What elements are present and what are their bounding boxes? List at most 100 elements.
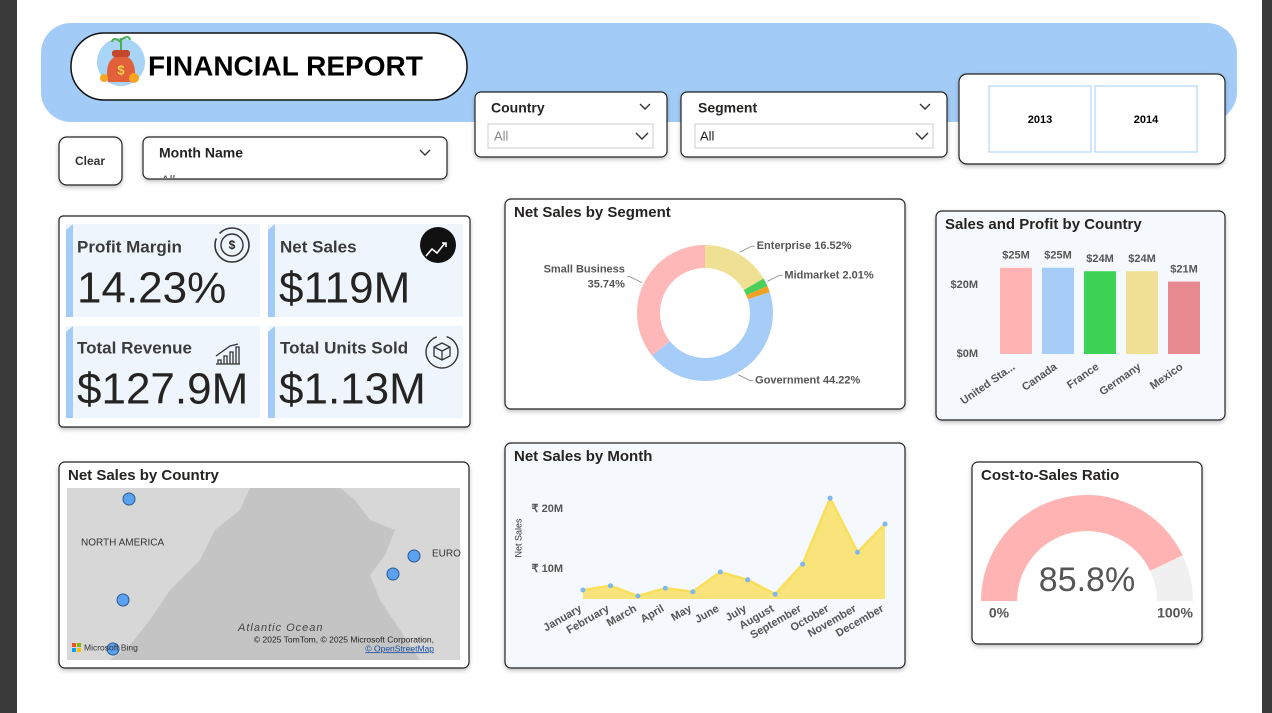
donut-slice xyxy=(746,286,770,300)
bar xyxy=(1042,267,1074,354)
leader-line xyxy=(767,274,783,282)
clear-button[interactable] xyxy=(58,136,123,186)
report-title: FINANCIAL REPORT xyxy=(148,50,423,81)
slicer-value[interactable]: All xyxy=(494,128,509,143)
slicer-value[interactable]: All xyxy=(700,128,715,143)
point xyxy=(745,577,751,583)
data-label: Small Business xyxy=(544,264,625,276)
donut-slice xyxy=(636,245,705,356)
kpi-value: $127.9M xyxy=(77,365,248,414)
chevron xyxy=(915,132,929,140)
gauge-fill xyxy=(981,494,1183,601)
data-label: $25M xyxy=(1044,250,1072,262)
dropdown[interactable] xyxy=(487,123,654,149)
donut-slice xyxy=(651,292,773,381)
kpi-label: Net Sales xyxy=(280,237,357,256)
year-label[interactable]: 2014 xyxy=(1134,114,1159,126)
month-slicer[interactable] xyxy=(142,136,448,180)
category: Midmarket xyxy=(784,269,839,281)
kpi-label: Total Revenue xyxy=(77,338,192,357)
chevron xyxy=(639,103,651,110)
bar xyxy=(1000,267,1032,354)
leader-line xyxy=(739,245,755,253)
area-card xyxy=(504,442,906,669)
kpi-value: $1.13M xyxy=(279,365,426,414)
category: Enterprise xyxy=(757,240,811,252)
map-attribution: © 2025 TomTom, © 2025 Microsoft Corporat… xyxy=(254,634,434,644)
svg-text:$: $ xyxy=(117,62,125,77)
point xyxy=(662,585,668,591)
point xyxy=(855,549,861,555)
value: 44.22% xyxy=(823,375,861,387)
chart-title: Net Sales by Segment xyxy=(514,204,671,221)
gauge-card xyxy=(971,461,1203,645)
slicer-value[interactable]: All xyxy=(161,172,176,187)
y-tick-label: $20M xyxy=(950,279,978,291)
leader-line xyxy=(737,374,754,382)
donut-slice xyxy=(743,278,768,296)
area-fill xyxy=(583,498,885,599)
point xyxy=(580,587,586,593)
chart-title: Cost-to-Sales Ratio xyxy=(981,467,1119,484)
bar xyxy=(1168,281,1200,354)
chart-title: Sales and Profit by Country xyxy=(945,216,1142,233)
kpi-value: 14.23% xyxy=(77,264,226,313)
map-label: EURO xyxy=(432,549,461,560)
kpi-value: $119M xyxy=(279,264,410,313)
year-label[interactable]: 2013 xyxy=(1028,114,1052,126)
map xyxy=(67,488,460,660)
kpi-label: Profit Margin xyxy=(77,237,182,256)
map-label: NORTH AMERICA xyxy=(81,538,164,549)
chevron xyxy=(635,132,649,140)
title-pill xyxy=(70,32,468,101)
y-tick-label: ₹ 10M xyxy=(532,563,563,575)
donut-slice xyxy=(705,245,764,291)
data-label: $21M xyxy=(1170,263,1198,275)
chart-title: Net Sales by Month xyxy=(514,448,652,465)
category: Government xyxy=(755,375,820,387)
svg-text:$: $ xyxy=(229,238,236,252)
chevron xyxy=(919,103,931,110)
point xyxy=(635,593,641,599)
leader-line xyxy=(626,276,643,284)
map-brand: Microsoft Bing xyxy=(84,642,138,652)
point xyxy=(772,591,778,597)
map-attribution-link[interactable]: © OpenStreetMap xyxy=(365,643,434,653)
data-label: 35.74% xyxy=(588,279,626,291)
kpi-tiles: $ xyxy=(66,224,463,418)
bar xyxy=(1084,271,1116,354)
year-button[interactable] xyxy=(1094,85,1198,153)
slicer-label: Month Name xyxy=(159,145,243,161)
point xyxy=(882,521,888,527)
year-button[interactable] xyxy=(988,85,1092,153)
point xyxy=(690,589,696,595)
donut-card xyxy=(504,198,906,410)
value: 2.01% xyxy=(843,269,874,281)
gauge-tick-label: 100% xyxy=(1157,605,1193,621)
slicer-label: Country xyxy=(491,100,545,116)
data-label: Government 44.22% xyxy=(755,375,860,387)
bar-card xyxy=(935,210,1226,421)
dropdown[interactable] xyxy=(694,123,934,149)
point xyxy=(717,569,723,575)
line xyxy=(582,495,886,598)
data-label: $24M xyxy=(1086,253,1114,265)
bar xyxy=(1126,271,1158,354)
map-label: Atlantic Ocean xyxy=(237,622,324,634)
gauge-value: 85.8% xyxy=(1039,561,1135,599)
point xyxy=(827,495,833,501)
y-tick-label: $0M xyxy=(957,348,978,360)
y-tick-label: ₹ 20M xyxy=(532,503,563,515)
gauge-tick-label: 0% xyxy=(989,605,1010,621)
kpi-label: Total Units Sold xyxy=(280,338,408,357)
data-label: Midmarket 2.01% xyxy=(784,269,874,281)
clear-label[interactable]: Clear xyxy=(75,154,105,168)
data-label: $24M xyxy=(1128,253,1156,265)
y-axis-label: Net Sales xyxy=(513,518,523,558)
slicer-label: Segment xyxy=(698,100,757,116)
point xyxy=(607,583,613,589)
point xyxy=(800,561,806,567)
data-label: $25M xyxy=(1002,250,1030,262)
